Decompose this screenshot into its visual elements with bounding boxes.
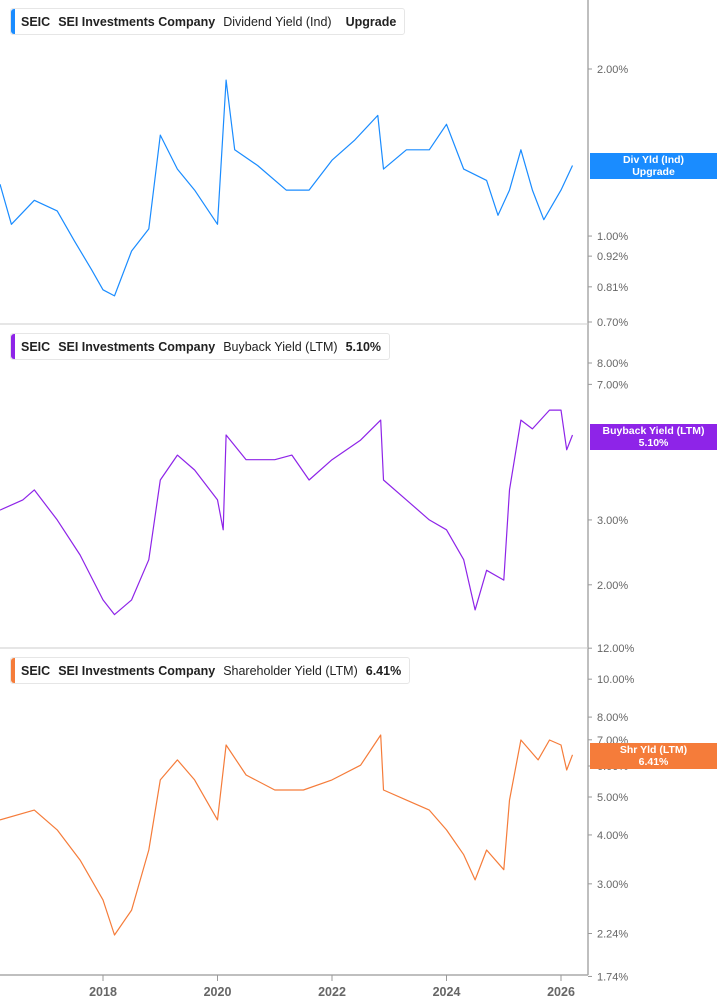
metric-value: 6.41% — [365, 663, 402, 678]
ticker: SEIC — [21, 663, 51, 678]
tag-line: 6.41% — [638, 756, 669, 768]
x-tick-label: 2024 — [433, 985, 461, 999]
panel-1-header: SEIC SEI Investments Company Dividend Yi… — [10, 8, 406, 35]
shareholder-yield-value-tag: Shr Yld (LTM) 6.41% — [590, 743, 717, 769]
y-tick-label: 2.00% — [597, 64, 628, 76]
x-tick-label: 2022 — [318, 985, 346, 999]
tag-line: Shr Yld (LTM) — [619, 744, 688, 756]
y-tick-label: 10.00% — [597, 674, 635, 686]
ticker: SEIC — [21, 339, 51, 354]
tag-line: Div Yld (Ind) — [622, 154, 685, 166]
tag-line: 5.10% — [638, 437, 669, 449]
y-tick-label: 8.00% — [597, 358, 628, 370]
metric-name: Shareholder Yield (LTM) — [223, 663, 358, 678]
y-tick-label: 0.92% — [597, 251, 628, 263]
y-tick-label: 8.00% — [597, 712, 628, 724]
company-name: SEI Investments Company — [58, 14, 216, 29]
panel-3-header: SEIC SEI Investments Company Shareholder… — [10, 657, 411, 684]
tag-line: Upgrade — [632, 166, 675, 178]
y-tick-label: 12.00% — [597, 643, 635, 655]
y-tick-label: 0.81% — [597, 282, 628, 294]
y-tick-label: 4.00% — [597, 830, 628, 842]
x-tick-label: 2020 — [204, 985, 232, 999]
y-tick-label: 3.00% — [597, 879, 628, 891]
series-line-1 — [0, 79, 574, 297]
buyback-yield-value-tag: Buyback Yield (LTM) 5.10% — [590, 424, 717, 450]
series-color-marker — [11, 658, 15, 683]
y-tick-label: 1.74% — [597, 971, 628, 983]
tag-line: Buyback Yield (LTM) — [602, 425, 705, 437]
y-tick-label: 7.00% — [597, 379, 628, 391]
series-line-3 — [0, 734, 574, 936]
y-tick-label: 1.00% — [597, 231, 628, 243]
x-tick-label: 2026 — [547, 985, 575, 999]
y-tick-label: 5.00% — [597, 792, 628, 804]
metric-value[interactable]: Upgrade — [345, 14, 397, 29]
ticker: SEIC — [21, 14, 51, 29]
x-tick-label: 2018 — [89, 985, 117, 999]
div-yield-value-tag: Div Yld (Ind) Upgrade — [590, 153, 717, 179]
y-tick-label: 3.00% — [597, 515, 628, 527]
panel-2-header: SEIC SEI Investments Company Buyback Yie… — [10, 333, 391, 360]
series-line-2 — [0, 409, 574, 616]
metric-name: Dividend Yield (Ind) — [223, 14, 332, 29]
y-tick-label: 0.70% — [597, 317, 628, 329]
company-name: SEI Investments Company — [58, 663, 216, 678]
series-color-marker — [11, 334, 15, 359]
company-name: SEI Investments Company — [58, 339, 216, 354]
series-color-marker — [11, 9, 15, 34]
metric-value: 5.10% — [345, 339, 382, 354]
metric-name: Buyback Yield (LTM) — [223, 339, 338, 354]
y-tick-label: 2.00% — [597, 580, 628, 592]
y-tick-label: 2.24% — [597, 929, 628, 941]
